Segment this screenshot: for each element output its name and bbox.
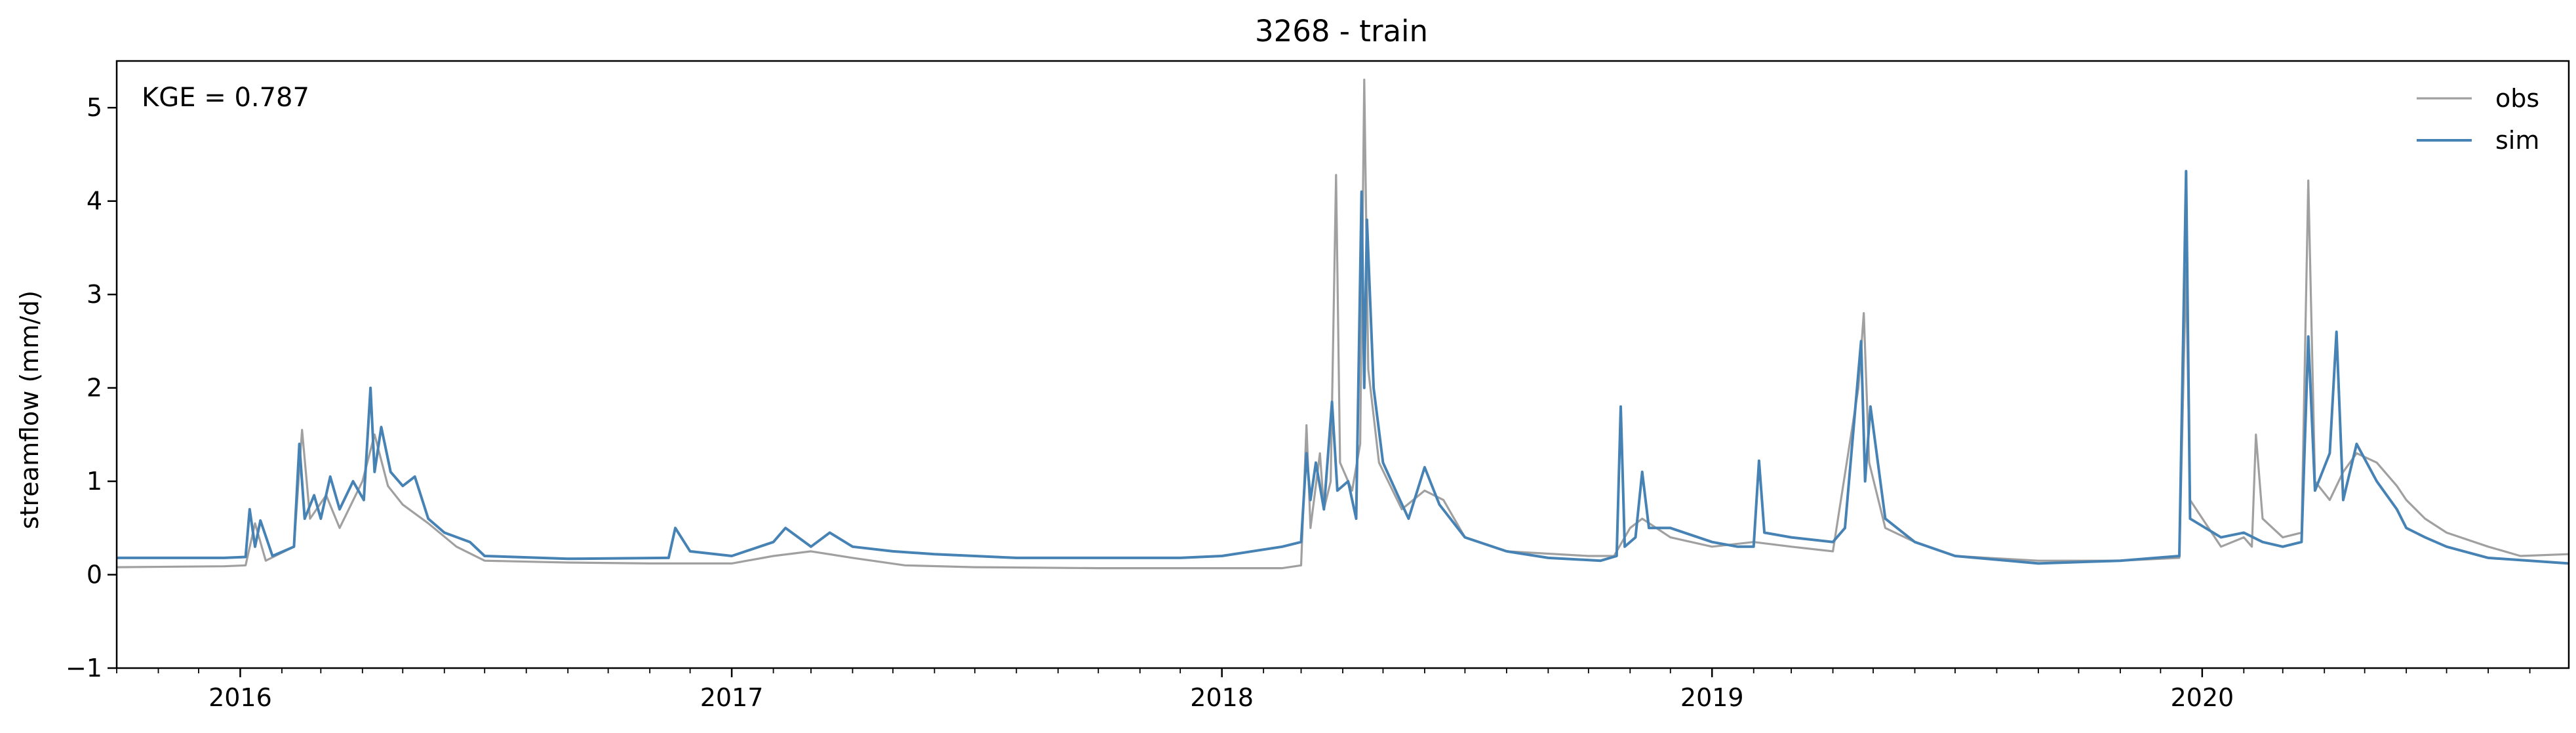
x-tick-label: 2017 (700, 683, 764, 712)
x-tick-label: 2018 (1190, 683, 1254, 712)
y-tick-label: 5 (87, 93, 102, 122)
kge-annotation: KGE = 0.787 (142, 83, 309, 113)
plot-frame (115, 60, 2570, 669)
legend: obs sim (2417, 84, 2539, 155)
plot-area: −1 0 1 2 3 4 5 2016 2017 2018 2019 2020 (66, 60, 2570, 712)
series-line-sim (117, 170, 2569, 565)
y-tick-label: 2 (87, 374, 102, 403)
series-line-obs (116, 78, 2569, 570)
y-tick-label: 3 (87, 280, 102, 309)
y-axis-ticks: −1 0 1 2 3 4 5 (66, 93, 117, 683)
y-tick-label: 1 (87, 467, 102, 496)
y-axis-label: streamflow (mm/d) (15, 290, 44, 529)
x-tick-label: 2019 (1680, 683, 1744, 712)
legend-label-sim: sim (2495, 126, 2539, 155)
chart-title: 3268 - train (1255, 14, 1428, 49)
x-axis-minor-ticks (116, 668, 2531, 673)
legend-label-obs: obs (2495, 84, 2539, 113)
x-tick-label: 2016 (208, 683, 272, 712)
y-tick-label: −1 (66, 654, 102, 683)
x-tick-label: 2020 (2170, 683, 2234, 712)
y-tick-label: 4 (87, 187, 102, 216)
y-tick-label: 0 (87, 561, 102, 589)
x-axis-ticks: 2016 2017 2018 2019 2020 (208, 668, 2234, 712)
